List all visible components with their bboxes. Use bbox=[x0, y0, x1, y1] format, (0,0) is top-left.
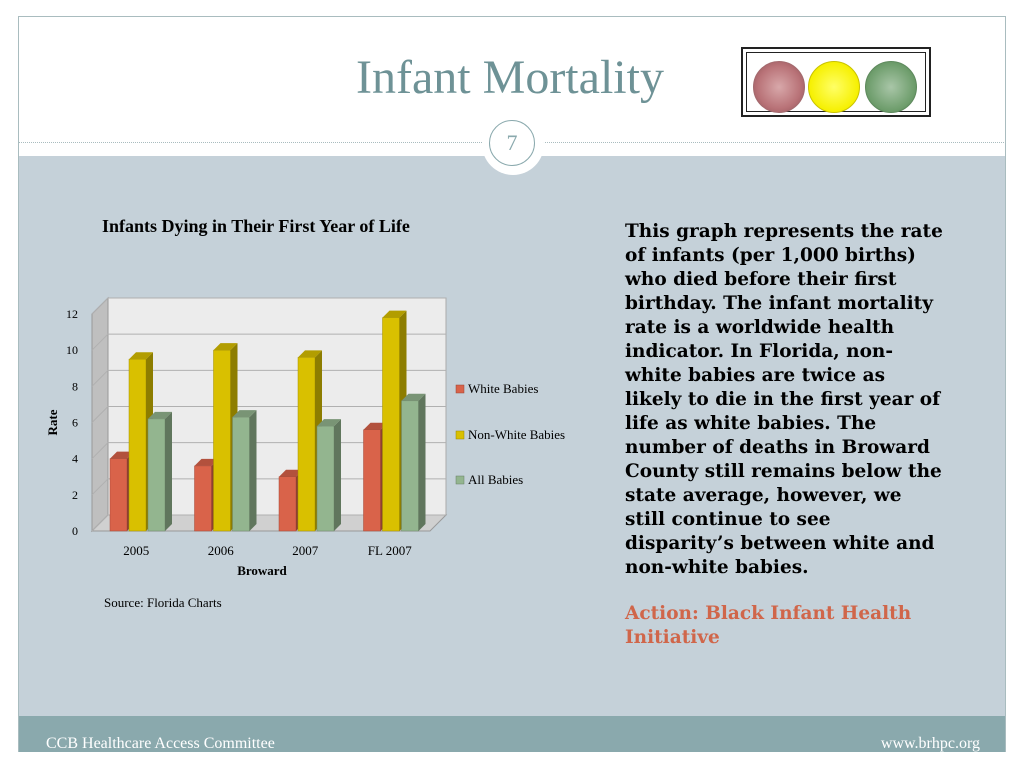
footer-website[interactable]: www.brhpc.org bbox=[880, 735, 980, 752]
bar-top bbox=[382, 310, 407, 318]
bar-all-babies bbox=[232, 416, 250, 532]
x-tick-label: 2005 bbox=[123, 543, 149, 558]
bar-top bbox=[213, 343, 238, 351]
y-tick-label: 10 bbox=[66, 343, 78, 357]
bar-side bbox=[334, 419, 341, 531]
green-light-icon bbox=[865, 61, 917, 113]
y-tick-label: 6 bbox=[72, 416, 78, 430]
gridline bbox=[91, 333, 446, 351]
action-text: Action: Black Infant Health Initiative bbox=[625, 603, 912, 648]
traffic-light bbox=[741, 47, 931, 117]
bar-all-babies bbox=[147, 418, 166, 532]
bar-white-babies bbox=[278, 476, 297, 532]
chart-title: Infants Dying in Their First Year of Lif… bbox=[102, 216, 410, 236]
legend-label: All Babies bbox=[468, 472, 523, 487]
bar-side bbox=[418, 393, 426, 531]
bar-all-babies bbox=[316, 425, 335, 532]
bar-top bbox=[279, 469, 303, 477]
y-tick-label: 12 bbox=[66, 307, 78, 321]
footer-committee: CCB Healthcare Access Committee bbox=[46, 735, 275, 752]
bar-non-white-babies bbox=[213, 349, 231, 532]
y-axis-label: Rate bbox=[45, 409, 60, 435]
x-axis-label: Broward bbox=[237, 563, 287, 578]
bar-top bbox=[363, 422, 388, 430]
bar-top bbox=[298, 350, 322, 358]
bar-white-babies bbox=[194, 465, 212, 532]
bar-top bbox=[194, 458, 219, 466]
slide-number: 7 bbox=[489, 120, 535, 166]
red-light-icon bbox=[753, 61, 805, 113]
bar-top bbox=[148, 411, 172, 419]
yellow-light-icon bbox=[808, 61, 860, 113]
bar-top bbox=[317, 419, 341, 427]
bar-top bbox=[110, 451, 134, 459]
slide-number-badge: 7 bbox=[482, 113, 544, 175]
legend-label: White Babies bbox=[468, 381, 538, 396]
gridline bbox=[91, 406, 446, 423]
bar-all-babies bbox=[401, 400, 419, 532]
footer-bar bbox=[19, 716, 1005, 752]
legend-swatch bbox=[455, 475, 465, 485]
description-text: This graph represents the rate of infant… bbox=[625, 221, 943, 578]
gridline bbox=[91, 297, 446, 315]
y-tick-label: 8 bbox=[72, 379, 78, 393]
bar-side bbox=[249, 410, 257, 531]
y-tick-label: 2 bbox=[72, 488, 78, 502]
bar-side bbox=[165, 411, 172, 531]
x-tick-label: 2007 bbox=[292, 543, 319, 558]
x-tick-label: FL 2007 bbox=[368, 543, 412, 558]
legend-label: Non-White Babies bbox=[468, 427, 565, 442]
legend-swatch bbox=[455, 430, 465, 440]
bar-top bbox=[401, 393, 426, 401]
chart-source: Source: Florida Charts bbox=[104, 595, 222, 610]
bar-white-babies bbox=[363, 429, 381, 532]
traffic-light-inner bbox=[746, 52, 926, 113]
x-tick-label: 2006 bbox=[208, 543, 235, 558]
bar-non-white-babies bbox=[297, 357, 316, 532]
bar-top bbox=[232, 410, 257, 418]
y-tick-label: 0 bbox=[72, 524, 78, 538]
bar-non-white-babies bbox=[128, 358, 147, 532]
gridline bbox=[91, 369, 446, 387]
legend-swatch bbox=[455, 384, 465, 394]
bar-non-white-babies bbox=[382, 317, 400, 532]
bar-white-babies bbox=[109, 458, 128, 532]
slide-title: Infant Mortality bbox=[356, 51, 664, 104]
bar-top bbox=[129, 352, 153, 360]
y-tick-label: 4 bbox=[72, 452, 78, 466]
